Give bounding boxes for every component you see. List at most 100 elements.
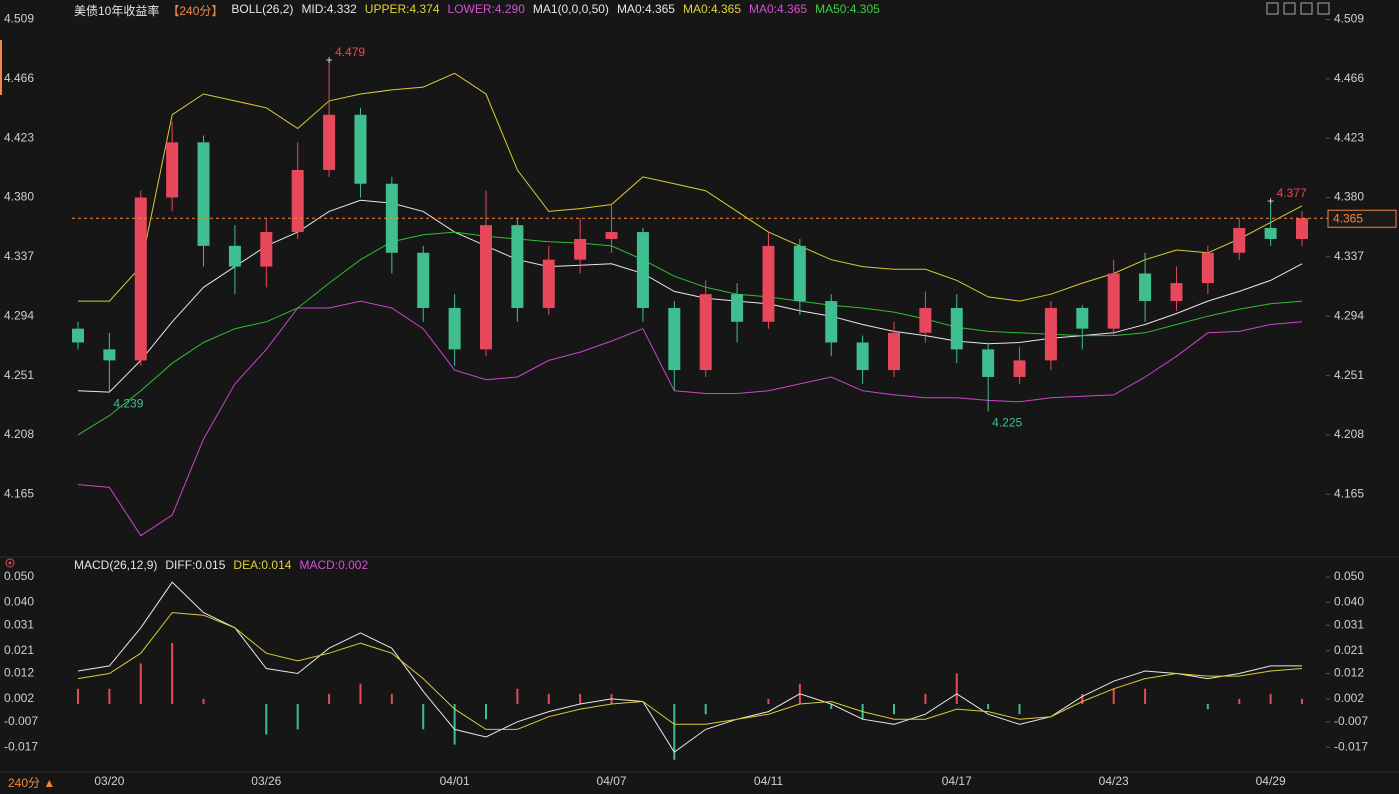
candle-body [1233,227,1246,253]
candle-body [793,245,806,302]
indicator-line [77,231,1303,436]
candle-body [1107,273,1120,329]
candle-body [134,197,147,361]
y-tick-label-right: 0.021 [1334,643,1364,657]
y-tick-label: 4.208 [4,427,34,441]
candle-body [888,332,900,371]
macd-line [77,581,1302,753]
tool-icon[interactable] [1317,2,1330,15]
candle-body [574,238,587,260]
y-tick-label: 4.251 [4,368,34,382]
tool-icon[interactable] [1266,2,1279,15]
y-tick-label: 4.380 [4,190,34,204]
indicator-line [78,72,1303,302]
y-tick-label: 4.294 [4,308,34,322]
y-tick-label: 0.040 [4,595,34,609]
header-item: MACD(26,12,9) [74,558,158,572]
candle-body [480,225,492,350]
candle-body [950,307,963,350]
low-label: 4.239 [113,396,143,410]
y-tick-label-right: 4.380 [1334,190,1364,204]
candle-body [448,307,461,350]
panel-icon-dot [8,561,12,565]
candle-body [982,349,995,377]
high-label: 4.377 [1277,186,1307,200]
candle-body [72,328,84,343]
candle-body [228,245,241,267]
y-tick-label-right: 4.337 [1334,249,1364,263]
candle-body [605,232,618,239]
candle-body [1264,227,1277,239]
y-tick-label: 0.050 [4,569,34,583]
y-tick-label: 4.423 [4,130,34,144]
candle-body [103,349,116,361]
panel-icon [5,558,15,568]
candle-body [1044,307,1057,361]
candle-body [1201,252,1214,284]
x-tick-label: 04/07 [597,774,627,788]
x-tick-label: 04/23 [1099,774,1129,788]
header-item: 【240分】 [167,4,224,18]
macd-line [77,612,1303,730]
y-tick-label-right: 4.466 [1334,71,1364,85]
y-tick-label-right: 4.294 [1334,308,1364,322]
y-tick-label: 4.165 [4,486,34,500]
y-tick-label: 0.012 [4,666,34,680]
candle-body [1139,273,1152,302]
y-tick-label: 4.466 [4,71,34,85]
candle-body [731,294,744,322]
macd-header: MACD(26,12,9) DIFF:0.015 DEA:0.014 MACD:0.0… [74,558,368,572]
y-tick-label-right: 0.002 [1334,691,1364,705]
high-marker: + [1267,194,1274,208]
tool-icon[interactable] [1283,2,1296,15]
candle-body [699,294,712,371]
header-item: MA50:4.305 [815,2,880,16]
candle-body [825,301,838,343]
candle-body [919,307,932,333]
tool-icon[interactable] [1300,2,1313,15]
y-tick-label: -0.007 [4,714,38,728]
header-item: LOWER:4.290 [447,2,525,16]
candle-body [511,225,524,308]
x-tick-label: 04/11 [754,774,783,788]
x-tick-label: 03/26 [251,774,281,788]
x-tick-label: 04/29 [1256,774,1286,788]
header-item: MA0:4.365 [616,2,675,16]
candle-body [197,142,210,246]
current-label: 4.365 [1333,211,1363,225]
indicator-line [77,199,1303,393]
y-tick-label-right: 0.031 [1334,617,1364,631]
candle-body [1170,283,1183,302]
low-label: 4.225 [992,416,1022,430]
candle-body [260,232,273,267]
candle-body [542,259,555,308]
y-tick-label-right: 4.251 [1334,368,1364,382]
price-header: 美债10年收益率 【240分】 BOLL(26,2) MID:4.332 UPPER:4… [74,2,880,19]
candle-body [1296,218,1308,239]
candle-body [762,245,775,322]
y-tick-label-right: 0.012 [1334,666,1364,680]
y-tick-label-right: 4.423 [1334,130,1364,144]
y-tick-label: -0.017 [4,739,38,753]
high-marker: + [326,53,333,67]
toolbar[interactable] [1266,2,1330,15]
x-tick-label: 04/01 [440,774,470,788]
header-item: UPPER:4.374 [364,2,440,16]
interval-label[interactable]: 240分 ▲ [8,776,55,790]
header-item: MID:4.332 [301,2,357,16]
candle-body [417,252,430,308]
y-tick-label: 4.337 [4,249,34,263]
x-tick-label: 03/20 [94,774,124,788]
y-tick-label: 0.021 [4,643,34,657]
header-item: MACD:0.002 [299,558,369,572]
header-item: BOLL(26,2) [231,2,294,16]
candle-body [856,342,869,371]
y-tick-label-right: 0.050 [1334,569,1364,583]
header-item: 美债10年收益率 [74,4,160,18]
header-item: MA1(0,0,0,50) [532,2,609,16]
side-marker [0,40,2,95]
y-tick-label-right: 4.165 [1334,486,1364,500]
candle-body [354,114,367,184]
candle-body [1013,360,1026,377]
